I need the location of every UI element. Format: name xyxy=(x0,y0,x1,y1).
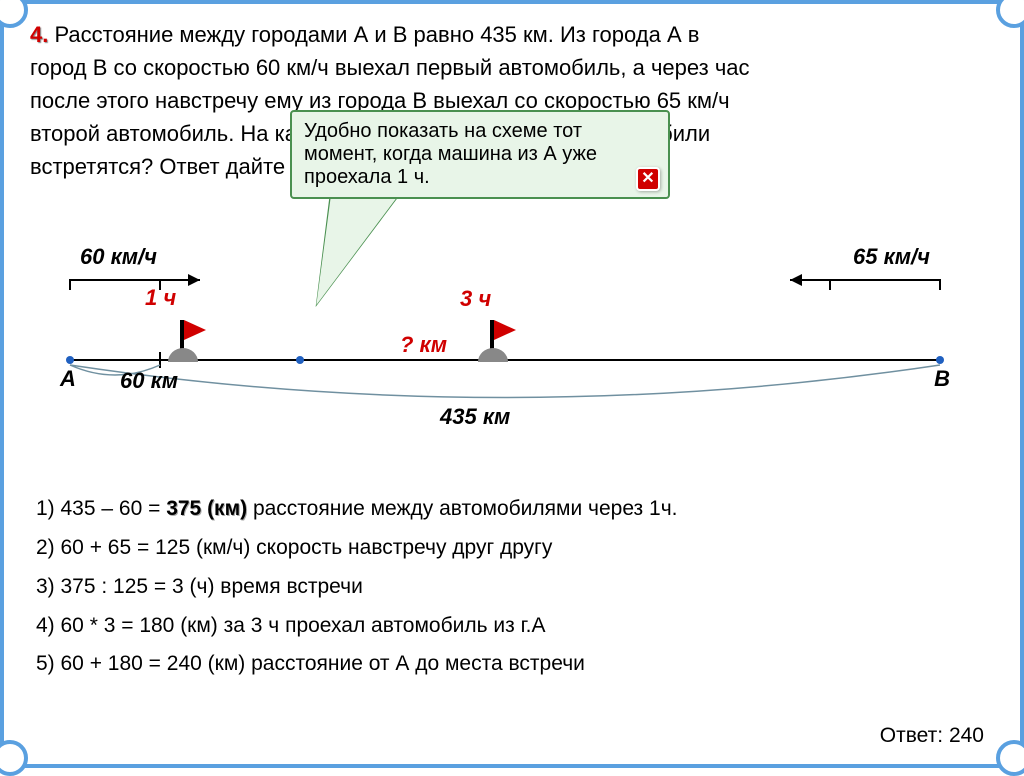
problem-line: город В со скоростью 60 км/ч выехал перв… xyxy=(30,55,750,80)
tooltip-text: Удобно показать на схеме тот момент, ког… xyxy=(304,120,597,188)
point-a-label: А xyxy=(60,366,76,392)
question-distance-label: ? км xyxy=(400,332,447,358)
dist-60-label: 60 км xyxy=(120,368,178,394)
tooltip-callout: Удобно показать на схеме тот момент, ког… xyxy=(290,110,670,199)
problem-number: 4. xyxy=(30,22,48,47)
speed-b-label: 65 км/ч xyxy=(853,244,930,270)
step-3: 3) 375 : 125 = 3 (ч) время встречи xyxy=(36,568,677,607)
time-meet-label: 3 ч xyxy=(460,286,491,312)
diagram-svg xyxy=(40,250,960,430)
answer-value: 240 xyxy=(949,724,984,747)
flag-icon xyxy=(180,320,184,350)
point-b-label: В xyxy=(934,366,950,392)
step-unit: (км) xyxy=(201,497,247,520)
time-a-label: 1 ч xyxy=(145,285,176,311)
problem-line: Расстояние между городами А и В равно 43… xyxy=(54,22,699,47)
close-icon[interactable]: ✕ xyxy=(636,167,660,191)
motion-diagram: 60 км/ч 65 км/ч 1 ч 3 ч ? км А В 60 км 4… xyxy=(40,250,960,430)
step-text: расстояние между автомобилями через 1ч. xyxy=(247,497,677,520)
corner-decoration xyxy=(996,0,1024,28)
flag-icon xyxy=(490,320,494,350)
corner-decoration xyxy=(996,740,1024,776)
solution-steps: 1) 435 – 60 = 375 (км) расстояние между … xyxy=(36,490,677,684)
answer-label: Ответ: xyxy=(880,724,949,747)
speed-a-label: 60 км/ч xyxy=(80,244,157,270)
step-text: 1) 435 – 60 = xyxy=(36,497,166,520)
step-bold: 375 xyxy=(166,497,201,520)
step-2: 2) 60 + 65 = 125 (км/ч) скорость навстре… xyxy=(36,529,677,568)
step-4: 4) 60 * 3 = 180 (км) за 3 ч проехал авто… xyxy=(36,607,677,646)
corner-decoration xyxy=(0,740,28,776)
final-answer: Ответ: 240 xyxy=(880,724,984,748)
step-1: 1) 435 – 60 = 375 (км) расстояние между … xyxy=(36,490,677,529)
dist-total-label: 435 км xyxy=(440,404,510,430)
step-5: 5) 60 + 180 = 240 (км) расстояние от А д… xyxy=(36,645,677,684)
corner-decoration xyxy=(0,0,28,28)
